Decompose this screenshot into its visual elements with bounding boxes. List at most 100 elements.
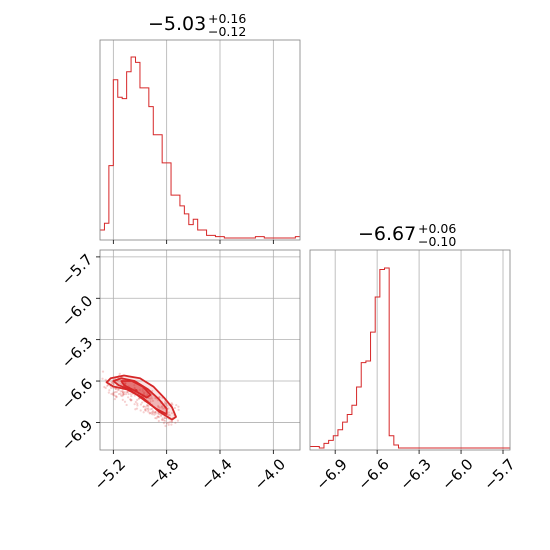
scatter-point — [111, 381, 114, 384]
scatter-point — [111, 393, 115, 396]
scatter-point — [160, 406, 163, 409]
scatter-center-point — [134, 389, 138, 393]
scatter-point — [143, 391, 146, 394]
scatter-point — [127, 392, 130, 396]
scatter-point — [121, 390, 124, 393]
scatter-point — [144, 405, 147, 408]
scatter-point — [114, 387, 117, 390]
scatter-point — [150, 407, 154, 410]
scatter-point — [157, 419, 160, 423]
scatter-point — [169, 420, 172, 423]
scatter-point — [165, 402, 168, 405]
scatter-point — [122, 393, 125, 396]
scatter-point — [143, 408, 147, 412]
scatter-point — [106, 384, 109, 388]
scatter-point — [149, 408, 152, 411]
hist2-xtick-label-2: −6.3 — [396, 455, 434, 493]
title-top-left: −5.03 +0.16 −0.12 — [148, 11, 246, 39]
scatter-point — [130, 398, 133, 402]
scatter-point — [175, 403, 178, 407]
scatter-point — [142, 411, 145, 414]
frame-layer — [99, 39, 511, 451]
scatter-point — [126, 390, 129, 394]
scatter-point — [167, 407, 170, 410]
scatter-point — [167, 413, 170, 416]
scatter-point — [145, 403, 149, 407]
title-minus-1: −0.12 — [208, 24, 246, 39]
hist2-steps — [310, 267, 511, 449]
scatter-point — [159, 413, 162, 416]
scatter-point — [160, 418, 164, 421]
scatter-point — [104, 378, 107, 381]
scatter-point — [176, 419, 180, 422]
scatter-point — [119, 394, 123, 397]
scatter-point — [133, 403, 136, 406]
scatter-point — [152, 411, 155, 414]
scatter-point — [133, 387, 136, 390]
scatter-point — [121, 394, 124, 398]
scatter-point — [123, 400, 127, 403]
scatter-point — [122, 393, 126, 396]
scatter-point — [154, 411, 157, 414]
scatter-point — [148, 412, 151, 415]
scatter-point — [136, 402, 139, 405]
scatter-point — [158, 406, 161, 409]
scatter-point — [151, 410, 154, 414]
title-value-2: −6.67 — [358, 223, 416, 245]
scatter-point — [112, 391, 115, 394]
scatter-point — [157, 404, 160, 407]
scatter-ytick-label-2: −6.3 — [58, 333, 96, 371]
scatter-point — [151, 413, 154, 416]
hist2-frame — [309, 249, 511, 451]
scatter-point — [129, 399, 133, 402]
scatter-point — [117, 388, 120, 392]
scatter-point — [135, 407, 139, 410]
scatter-point — [156, 415, 159, 418]
scatter-point — [146, 393, 149, 396]
scatter-point — [161, 417, 164, 420]
scatter-point — [154, 416, 157, 420]
scatter-point — [149, 411, 152, 414]
scatter-points — [101, 370, 180, 428]
scatter-point — [146, 404, 149, 407]
scatter-point — [150, 395, 153, 398]
scatter-point — [163, 401, 167, 405]
scatter-point — [170, 423, 173, 426]
scatter-point — [124, 393, 128, 396]
scatter-point — [125, 403, 128, 407]
scatter-ytick-label-1: −6.0 — [58, 292, 96, 330]
scatter-point — [153, 413, 156, 416]
scatter-point — [171, 403, 174, 406]
scatter-point — [138, 388, 141, 392]
scatter-point — [115, 396, 118, 399]
scatter-point — [148, 397, 151, 400]
scatter-point — [129, 393, 132, 396]
scatter-point — [147, 410, 150, 413]
scatter-point — [136, 398, 139, 402]
scatter-point — [142, 405, 146, 408]
hist1-frame — [99, 39, 301, 241]
scatter-point — [126, 391, 129, 394]
scatter-point — [108, 389, 111, 392]
scatter-point — [162, 422, 166, 425]
scatter-point — [161, 418, 164, 421]
scatter-point — [115, 395, 118, 398]
scatter-point — [119, 392, 122, 395]
scatter-point — [158, 396, 161, 399]
scatter-point — [139, 409, 142, 412]
scatter-point — [154, 412, 157, 415]
scatter-point — [170, 402, 173, 405]
scatter-point — [141, 389, 144, 393]
scatter-point — [133, 387, 136, 390]
hist2-xtick-label-4: −5.7 — [480, 455, 518, 493]
scatter-point — [121, 390, 124, 393]
scatter-point — [129, 398, 132, 401]
scatter-point — [168, 414, 172, 417]
scatter-point — [154, 410, 157, 413]
scatter-point — [173, 406, 177, 410]
scatter-point — [163, 419, 167, 422]
scatter-point — [112, 382, 115, 386]
scatter-point — [170, 412, 174, 415]
scatter-point — [157, 405, 160, 409]
